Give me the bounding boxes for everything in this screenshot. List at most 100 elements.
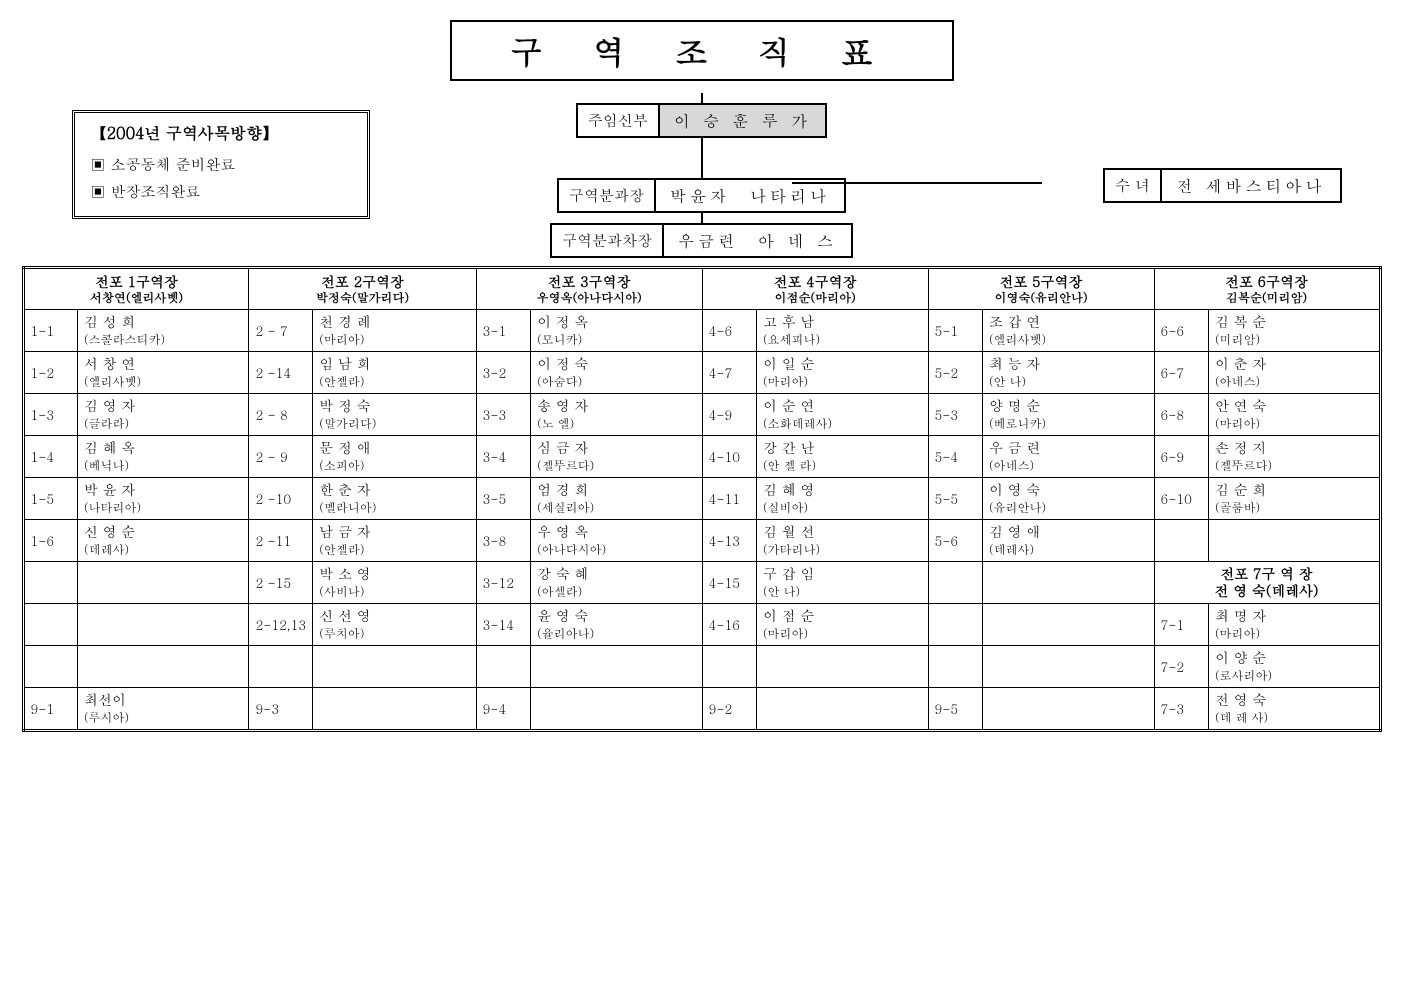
vice-box: 구역분과차장 우금련 아 네 스	[550, 223, 853, 258]
zone-code: 2 -11	[249, 519, 313, 561]
zone-code: 2 -14	[249, 351, 313, 393]
member-name: 최 능 자(안 나)	[982, 351, 1154, 393]
zone-code: 2 -10	[249, 477, 313, 519]
member-name: 이 일 순(마리아)	[757, 351, 929, 393]
zone-code: 7-1	[1154, 603, 1208, 645]
zone-code	[928, 645, 982, 687]
head-label: 구역분과장	[559, 180, 656, 211]
member-name: 박 윤 자(나타리아)	[77, 477, 249, 519]
zone-code: 2 - 9	[249, 435, 313, 477]
zone-code: 6-10	[1154, 477, 1208, 519]
member-name: 남 금 자(안젤라)	[313, 519, 476, 561]
zone-code	[23, 603, 77, 645]
zone-code	[23, 645, 77, 687]
zone-code: 5-4	[928, 435, 982, 477]
member-name	[1208, 519, 1380, 561]
zone-code: 3-5	[476, 477, 530, 519]
member-name	[982, 645, 1154, 687]
zone-code: 7-3	[1154, 687, 1208, 730]
note-item: ▣ 반장조직완료	[91, 181, 351, 202]
zone-code: 3-8	[476, 519, 530, 561]
zone-code	[928, 561, 982, 603]
member-name	[982, 687, 1154, 730]
zone-code: 6-7	[1154, 351, 1208, 393]
zone-code: 3-4	[476, 435, 530, 477]
zone-code: 5-1	[928, 309, 982, 351]
member-name: 이 양 순(로사리아)	[1208, 645, 1380, 687]
zone-code: 1-5	[23, 477, 77, 519]
member-name: 문 정 애(소피아)	[313, 435, 476, 477]
member-name: 임 남 희(안젤라)	[313, 351, 476, 393]
zone-code: 2 -15	[249, 561, 313, 603]
zone-code: 4-13	[702, 519, 756, 561]
zone-code: 3-12	[476, 561, 530, 603]
member-name: 이 점 순(마리아)	[757, 603, 929, 645]
zone-code: 1-1	[23, 309, 77, 351]
member-name: 전 영 숙(데 레 사)	[1208, 687, 1380, 730]
head-name: 박윤자 나타리나	[656, 180, 844, 211]
page-title: 구 역 조 직 표	[450, 20, 954, 81]
zone-code: 6-8	[1154, 393, 1208, 435]
member-name: 김 월 선(가타리나)	[757, 519, 929, 561]
note-title: 【2004년 구역사목방향】	[91, 121, 351, 144]
priest-label: 주임신부	[578, 105, 660, 136]
zone-code: 4-16	[702, 603, 756, 645]
zone-code	[23, 561, 77, 603]
zone-code: 6-6	[1154, 309, 1208, 351]
zone-code: 4-11	[702, 477, 756, 519]
member-name	[757, 645, 929, 687]
member-name: 양 명 순(베로니카)	[982, 393, 1154, 435]
member-name: 안 연 숙(마리아)	[1208, 393, 1380, 435]
member-name: 이 순 연(소화데레사)	[757, 393, 929, 435]
member-name: 송 영 자(노 엘)	[531, 393, 703, 435]
member-name: 우 금 련(아네스)	[982, 435, 1154, 477]
priest-box: 주임신부 이 승 훈 루 가	[576, 103, 827, 138]
member-name: 천 경 례(마리아)	[313, 309, 476, 351]
nun-label: 수 녀	[1105, 170, 1162, 201]
note-item: ▣ 소공동체 준비완료	[91, 154, 351, 175]
zone-code	[702, 645, 756, 687]
member-name: 최선이(루시아)	[77, 687, 249, 730]
zone-code: 1-6	[23, 519, 77, 561]
member-name: 김 영 자(글라라)	[77, 393, 249, 435]
member-name	[77, 561, 249, 603]
zone-code	[1154, 519, 1208, 561]
district-header: 전포 2구역장박정숙(말가리다)	[249, 268, 476, 310]
member-name	[77, 603, 249, 645]
member-name: 박 정 숙(말가리다)	[313, 393, 476, 435]
org-table: 전포 1구역장서창연(엘리사벳)전포 2구역장박정숙(말가리다)전포 3구역장우…	[22, 266, 1382, 732]
district-header: 전포 3구역장우영옥(아나다시아)	[476, 268, 702, 310]
zone-code: 4-6	[702, 309, 756, 351]
member-name: 김 혜 영(실비아)	[757, 477, 929, 519]
zone-code: 1-4	[23, 435, 77, 477]
zone-code: 4-15	[702, 561, 756, 603]
zone-code	[928, 603, 982, 645]
member-name: 심 금 자(젤뚜르다)	[531, 435, 703, 477]
member-name: 이 정 숙(아숨다)	[531, 351, 703, 393]
zone-code: 9-1	[23, 687, 77, 730]
member-name: 우 영 옥(아나다시아)	[531, 519, 703, 561]
member-name: 손 정 지(젤뚜르다)	[1208, 435, 1380, 477]
priest-name: 이 승 훈 루 가	[660, 105, 825, 136]
zone-code: 5-3	[928, 393, 982, 435]
member-name	[982, 561, 1154, 603]
vice-label: 구역분과차장	[552, 225, 664, 256]
zone-code	[249, 645, 313, 687]
zone-code: 9-5	[928, 687, 982, 730]
member-name: 김 성 희(스콜라스티카)	[77, 309, 249, 351]
member-name: 조 갑 연(엘리사벳)	[982, 309, 1154, 351]
policy-note: 【2004년 구역사목방향】 ▣ 소공동체 준비완료 ▣ 반장조직완료	[72, 110, 370, 219]
district-header: 전포 6구역장김복순(미리암)	[1154, 268, 1380, 310]
zone-code: 3-2	[476, 351, 530, 393]
nun-name: 전 세바스티아나	[1162, 170, 1339, 201]
zone-code: 2-12,13	[249, 603, 313, 645]
zone-code: 6-9	[1154, 435, 1208, 477]
member-name: 최 명 자(마리아)	[1208, 603, 1380, 645]
member-name: 박 소 영(사비나)	[313, 561, 476, 603]
zone-code: 1-3	[23, 393, 77, 435]
member-name: 윤 영 숙(율리아나)	[531, 603, 703, 645]
zone-code: 9-3	[249, 687, 313, 730]
member-name: 한 춘 자(멜라니아)	[313, 477, 476, 519]
member-name	[313, 645, 476, 687]
member-name: 이 춘 자(아네스)	[1208, 351, 1380, 393]
